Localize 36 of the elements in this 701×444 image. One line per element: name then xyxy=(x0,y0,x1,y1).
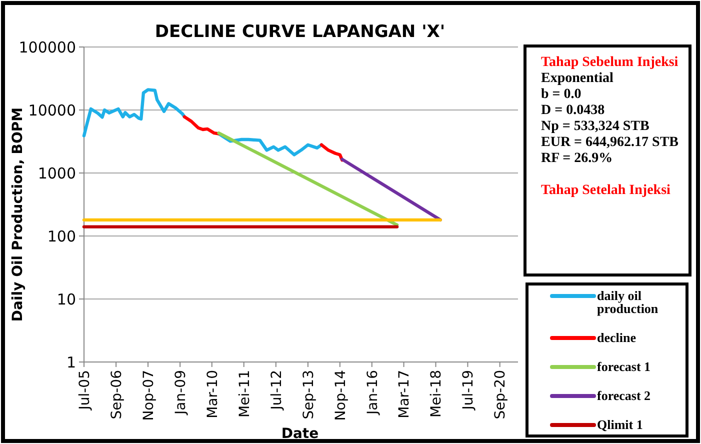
legend-label: daily oil production xyxy=(597,288,659,316)
y-tick-label: 10000 xyxy=(28,101,76,120)
x-tick-label: Jan-16 xyxy=(364,370,381,416)
text: D = 0.0438 xyxy=(541,103,605,118)
text: Np = 533,324 STB xyxy=(541,119,650,134)
x-tick-label: Jan-09 xyxy=(172,370,189,416)
x-tick-label: Mei-11 xyxy=(236,370,253,418)
text: Tahap Sebelum Injeksi xyxy=(541,55,678,70)
x-tick-label: Nop-07 xyxy=(140,370,157,421)
y-tick-label: 1 xyxy=(66,353,76,372)
x-tick-label: Sep-13 xyxy=(300,370,317,420)
text: RF = 26.9% xyxy=(541,151,613,166)
x-tick-label: Jul-05 xyxy=(76,370,93,411)
y-tick-label: 100 xyxy=(47,227,76,246)
x-tick-label: Jul-19 xyxy=(460,370,477,411)
x-tick-label: Mar-10 xyxy=(204,370,221,418)
chart-title: DECLINE CURVE LAPANGAN 'X' xyxy=(154,22,446,42)
x-axis-title: Date xyxy=(281,426,319,442)
y-axis-title: Daily Oil Production, BOPM xyxy=(10,107,26,322)
y-tick-label: 1000 xyxy=(38,164,76,182)
text: Tahap Setelah Injeksi xyxy=(541,183,671,198)
y-tick-label: 10 xyxy=(56,290,76,308)
text: b = 0.0 xyxy=(541,87,582,102)
x-tick-label: Sep-20 xyxy=(492,370,509,420)
legend-label: decline xyxy=(597,330,636,345)
text: EUR = 644,962.17 STB xyxy=(541,135,678,150)
y-tick-label: 100000 xyxy=(18,38,76,56)
text: Exponential xyxy=(541,71,614,86)
x-tick-label: Nop-14 xyxy=(332,370,349,421)
x-tick-label: Mei-18 xyxy=(428,370,445,418)
x-tick-label: Mar-17 xyxy=(396,370,413,418)
x-tick-label: Sep-06 xyxy=(108,370,125,420)
x-tick-label: Jul-12 xyxy=(268,370,285,411)
legend-label: Qlimit 1 xyxy=(597,417,643,432)
legend-label: forecast 2 xyxy=(597,388,651,403)
legend-label: forecast 1 xyxy=(597,359,651,374)
